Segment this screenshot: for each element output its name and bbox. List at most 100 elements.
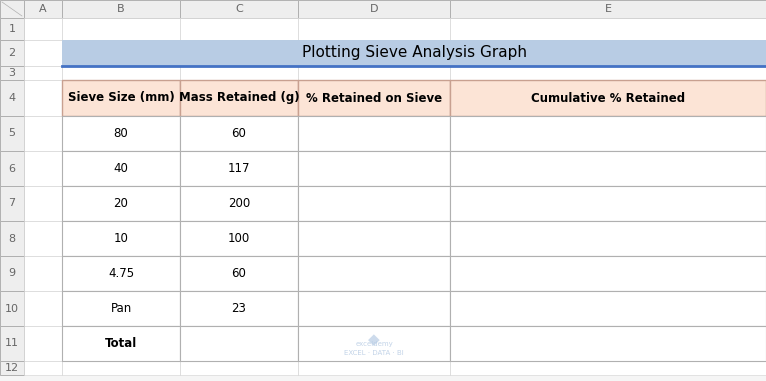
Text: D: D [370, 4, 378, 14]
Text: 60: 60 [231, 127, 247, 140]
Bar [298, 291, 450, 326]
Bar [0, 326, 24, 361]
Bar [62, 80, 180, 116]
Text: Cumulative % Retained: Cumulative % Retained [531, 91, 685, 104]
Bar [450, 221, 766, 256]
Bar [24, 326, 62, 361]
Bar [298, 221, 450, 256]
Bar [450, 291, 766, 326]
Text: 60: 60 [231, 267, 247, 280]
Bar [62, 256, 180, 291]
Bar [180, 361, 298, 375]
Text: E: E [604, 4, 611, 14]
Bar [450, 116, 766, 151]
Bar [62, 186, 180, 221]
Bar [0, 0, 24, 18]
Bar [450, 80, 766, 116]
Bar [450, 66, 766, 80]
Bar [62, 326, 180, 361]
Bar [450, 186, 766, 221]
Bar [62, 116, 180, 151]
Bar [450, 291, 766, 326]
Text: 9: 9 [8, 269, 15, 279]
Bar [62, 186, 180, 221]
Bar [62, 116, 180, 151]
Bar [0, 116, 24, 151]
Bar [450, 326, 766, 361]
Bar [62, 80, 180, 116]
Text: 80: 80 [113, 127, 129, 140]
Text: 11: 11 [5, 338, 19, 349]
Bar [298, 66, 450, 80]
Bar [24, 116, 62, 151]
Bar [450, 116, 766, 151]
Bar [24, 66, 62, 80]
Bar [24, 80, 62, 116]
Bar [450, 151, 766, 186]
Bar [0, 151, 24, 186]
Bar [298, 116, 450, 151]
Text: 5: 5 [8, 128, 15, 139]
Text: 12: 12 [5, 363, 19, 373]
Text: % Retained on Sieve: % Retained on Sieve [306, 91, 442, 104]
Text: 8: 8 [8, 234, 15, 243]
Text: 4: 4 [8, 93, 15, 103]
Bar [62, 291, 180, 326]
Bar [180, 66, 298, 80]
Bar [62, 221, 180, 256]
Bar [298, 80, 450, 116]
Bar [298, 256, 450, 291]
Bar [450, 361, 766, 375]
Bar [298, 186, 450, 221]
Bar [180, 0, 298, 18]
Text: 23: 23 [231, 302, 247, 315]
Bar [180, 186, 298, 221]
Bar [180, 186, 298, 221]
Text: Sieve Size (mm): Sieve Size (mm) [67, 91, 175, 104]
Text: 100: 100 [228, 232, 250, 245]
Bar [298, 326, 450, 361]
Bar [298, 116, 450, 151]
Bar [450, 221, 766, 256]
Bar [180, 116, 298, 151]
Bar [450, 256, 766, 291]
Bar [62, 18, 180, 40]
Bar [180, 221, 298, 256]
Bar [0, 186, 24, 221]
Bar [0, 18, 24, 40]
Bar [180, 326, 298, 361]
Bar [62, 66, 180, 80]
Bar [24, 151, 62, 186]
Bar [180, 40, 298, 66]
Bar [450, 80, 766, 116]
Bar [450, 18, 766, 40]
Bar [180, 116, 298, 151]
Bar [180, 291, 298, 326]
Bar [298, 326, 450, 361]
Bar [24, 18, 62, 40]
Bar [0, 361, 24, 375]
Bar [0, 66, 24, 80]
Bar [62, 361, 180, 375]
Bar [24, 221, 62, 256]
Bar [298, 291, 450, 326]
Bar [24, 256, 62, 291]
Bar [180, 291, 298, 326]
Bar [450, 256, 766, 291]
Bar [62, 40, 766, 66]
Bar [24, 0, 62, 18]
Bar [0, 80, 24, 116]
Bar [180, 326, 298, 361]
Bar [24, 361, 62, 375]
Text: 117: 117 [228, 162, 250, 175]
Bar [62, 326, 180, 361]
Bar [62, 151, 180, 186]
Text: 10: 10 [5, 304, 19, 314]
Text: 2: 2 [8, 48, 15, 58]
Bar [180, 256, 298, 291]
Text: Mass Retained (g): Mass Retained (g) [178, 91, 300, 104]
Bar [0, 221, 24, 256]
Bar [62, 40, 180, 66]
Bar [450, 151, 766, 186]
Bar [180, 18, 298, 40]
